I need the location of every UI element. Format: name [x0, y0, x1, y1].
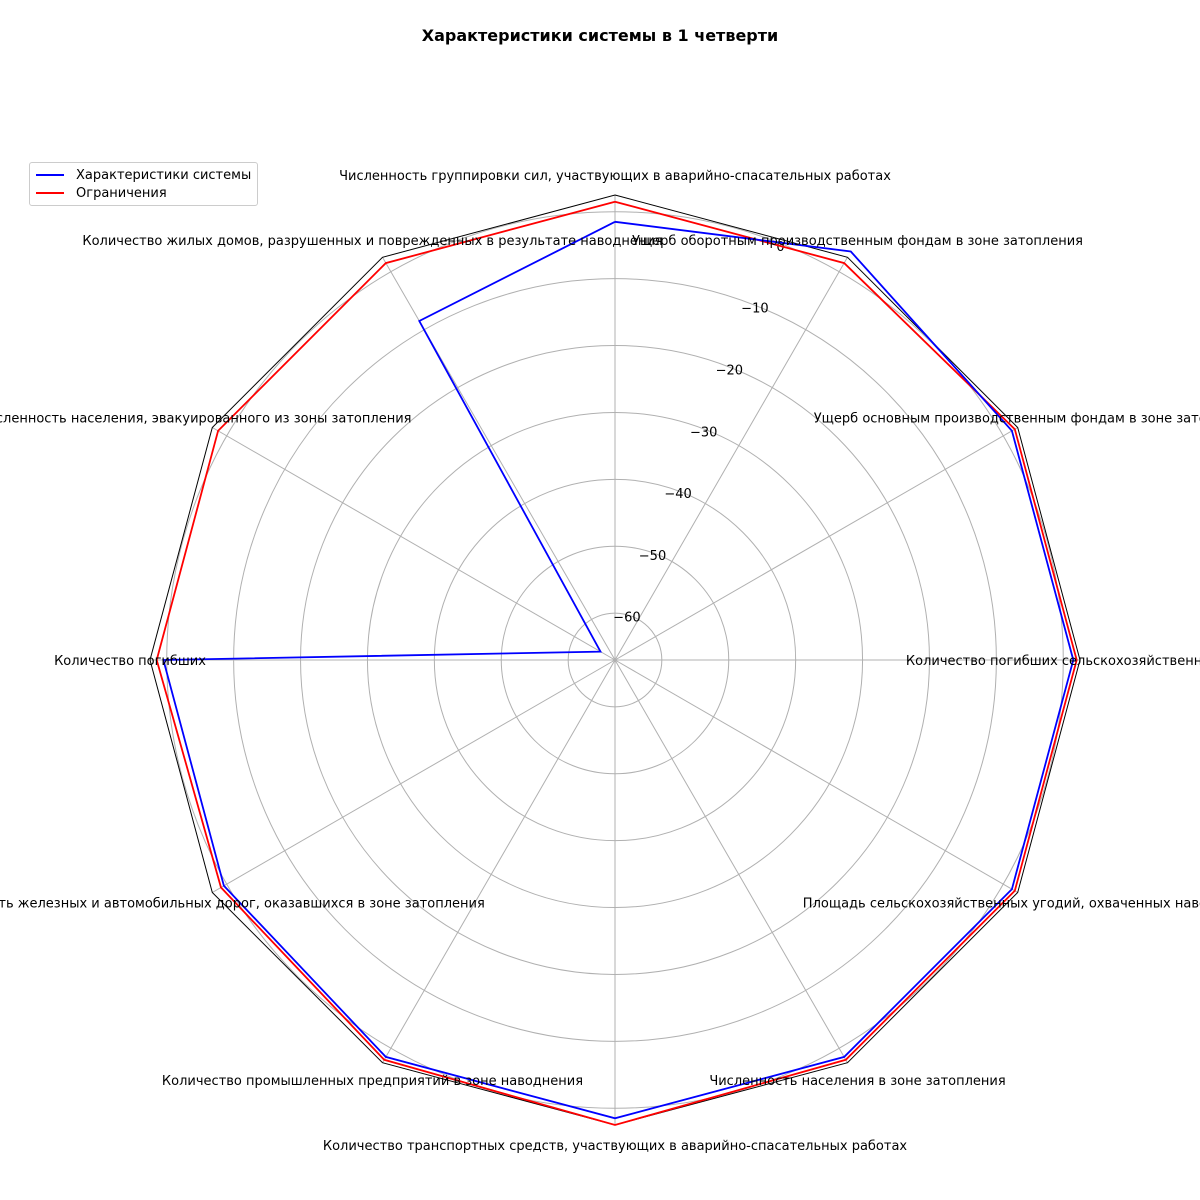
- legend-item: Характеристики системы: [36, 166, 251, 184]
- category-label: Численность населения, эвакуированного и…: [0, 412, 411, 427]
- grid-spoke: [614, 427, 1018, 661]
- radial-tick-label: 0: [776, 240, 784, 255]
- category-label: Численность группировки сил, участвующих…: [339, 169, 891, 184]
- radial-tick-labels: 0 −10 −20 −30 −40 −50 −60: [613, 240, 784, 626]
- grid-spoke: [614, 257, 848, 661]
- grid-spoke: [382, 659, 616, 1063]
- category-label: Протяженность железных и автомобильных д…: [0, 897, 485, 912]
- radial-tick-label: −10: [741, 302, 768, 317]
- legend-label-system: Характеристики системы: [76, 167, 252, 183]
- radial-tick-label: −50: [639, 549, 666, 564]
- grid-spoke: [212, 659, 616, 893]
- category-label: Ущерб основным производственным фондам в…: [814, 412, 1200, 427]
- category-label: Количество жилых домов, разрушенных и по…: [82, 234, 662, 249]
- grid-spoke: [614, 659, 1018, 893]
- legend-swatch-system: [36, 174, 64, 176]
- category-label: Количество погибших: [54, 654, 206, 669]
- grid-spoke: [614, 659, 848, 1063]
- category-label: Ущерб оборотным производственным фондам …: [632, 234, 1083, 249]
- category-label: Численность населения в зоне затопления: [709, 1074, 1005, 1089]
- legend-label-limits: Ограничения: [76, 185, 167, 201]
- category-label: Площадь сельскохозяйственных угодий, охв…: [803, 897, 1200, 912]
- series-line-system: [162, 220, 1075, 1120]
- series-line-limits: [155, 200, 1078, 1126]
- chart-title: Характеристики системы в 1 четверти: [421, 26, 779, 45]
- category-label: Количество промышленных предприятий в зо…: [162, 1074, 583, 1089]
- radial-tick-label: −20: [716, 364, 743, 379]
- radar-series: [155, 200, 1078, 1126]
- category-labels: Численность группировки сил, участвующих…: [0, 169, 1200, 1154]
- legend-swatch-limits: [36, 192, 64, 194]
- legend: Характеристики системы Ограничения: [29, 162, 259, 206]
- radial-tick-label: −60: [613, 611, 640, 626]
- grid-spoke: [382, 257, 616, 661]
- category-label: Количество транспортных средств, участву…: [323, 1139, 908, 1154]
- radial-tick-label: −40: [664, 487, 691, 502]
- radial-tick-label: −30: [690, 425, 717, 440]
- category-label: Количество погибших сельскохозяйственных…: [906, 654, 1200, 669]
- legend-item: Ограничения: [36, 184, 251, 202]
- grid-spoke: [212, 427, 616, 661]
